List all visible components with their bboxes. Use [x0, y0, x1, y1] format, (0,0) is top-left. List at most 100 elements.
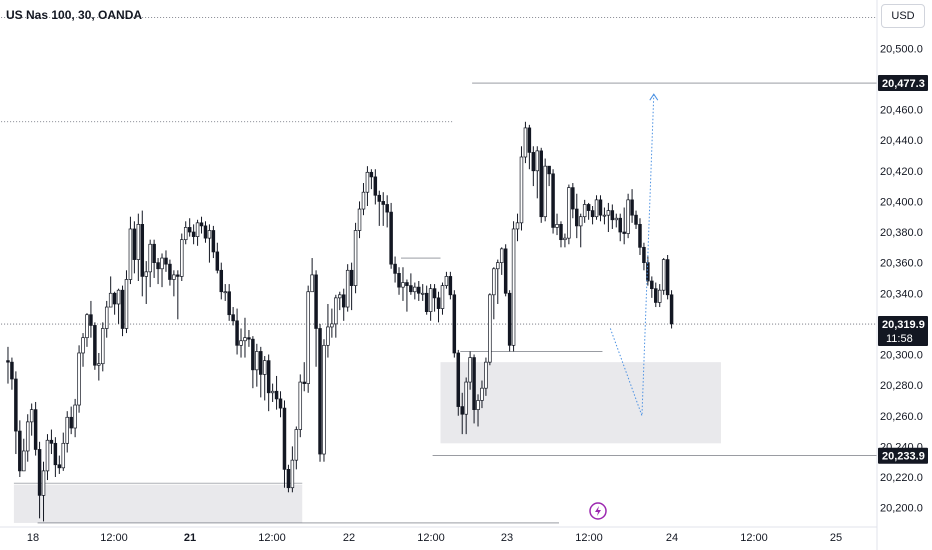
candle-body [594, 199, 599, 218]
candle [18, 420, 22, 478]
candle-body [152, 243, 156, 263]
candle-body [140, 224, 145, 277]
candle [274, 375, 279, 410]
candle-body [183, 227, 188, 241]
candle-body [511, 228, 516, 346]
candle-body [385, 204, 389, 213]
candle [409, 273, 413, 295]
candle-body [61, 442, 66, 469]
candle [657, 284, 662, 308]
candle-body [618, 217, 622, 233]
candle [195, 219, 200, 246]
candle [104, 300, 109, 338]
candle-body [531, 152, 536, 172]
candle [73, 398, 77, 438]
candle [401, 267, 405, 301]
candle-body [586, 204, 591, 211]
alert-layer[interactable] [589, 502, 607, 520]
candle [575, 193, 579, 239]
candle [61, 432, 66, 471]
candle [503, 244, 508, 297]
candle-body [41, 470, 46, 496]
price-label-text: 20,477.3 [882, 78, 925, 90]
candle-body [345, 269, 350, 308]
candle-body [164, 257, 168, 265]
candle [136, 213, 141, 282]
price-labels-layer: 20,477.3 20,319.9 11:58 20,233.9 [878, 75, 928, 464]
candle-body [409, 285, 413, 293]
y-tick-label: 20,440.0 [880, 135, 923, 147]
candle [266, 354, 271, 412]
candle-body [661, 259, 666, 291]
candle [310, 258, 314, 293]
candle [211, 225, 216, 259]
candle-body [523, 127, 528, 158]
candle-body [136, 224, 141, 260]
candle [314, 270, 318, 367]
candle-body [444, 276, 449, 286]
candle [306, 285, 310, 393]
candle-body [37, 449, 42, 496]
demand-zone [13, 484, 303, 523]
y-tick-label: 20,220.0 [880, 472, 923, 484]
candle-body [630, 199, 634, 216]
y-tick-label: 20,340.0 [880, 288, 923, 300]
candle-body [326, 326, 330, 346]
candle [45, 434, 50, 481]
candle [132, 221, 137, 274]
candle [318, 323, 322, 462]
candle [160, 253, 164, 288]
candle-body [361, 191, 366, 210]
candle [326, 303, 330, 358]
candle [492, 267, 496, 320]
x-tick-label: 12:00 [575, 532, 603, 544]
y-tick-label: 20,500.0 [880, 43, 923, 55]
candle-body [191, 231, 196, 237]
candle [6, 346, 10, 384]
currency-button[interactable]: USD [881, 4, 925, 28]
candle-body [642, 246, 646, 263]
candle [468, 351, 472, 390]
x-tick-label: 24 [666, 532, 678, 544]
candle-body [187, 227, 192, 233]
candle [594, 195, 599, 220]
candle [555, 213, 559, 236]
candle [567, 184, 571, 245]
symbol-title: US Nas 100, 30, OANDA [6, 8, 143, 22]
candle-body [590, 210, 595, 218]
levels-layer [0, 17, 877, 524]
candle-body [223, 291, 227, 294]
candle [108, 276, 113, 308]
candle-body [176, 274, 180, 277]
candle [262, 356, 267, 401]
candle [460, 392, 464, 435]
candle-body [507, 292, 512, 346]
candle-body [29, 409, 34, 423]
candle-body [108, 292, 113, 308]
candle-body [93, 325, 97, 366]
candle [598, 195, 603, 222]
candle-body [381, 201, 385, 205]
y-tick-label: 20,380.0 [880, 227, 923, 239]
candle [499, 247, 504, 275]
candle-body [555, 224, 559, 228]
candle-body [420, 292, 425, 295]
candle-body [310, 274, 314, 293]
candle-body [654, 288, 658, 303]
candle [393, 256, 397, 283]
candle [239, 328, 243, 358]
candle-body [369, 171, 374, 178]
candle [219, 262, 224, 300]
candle [547, 165, 551, 187]
y-tick-label: 20,260.0 [880, 411, 923, 423]
candle [290, 446, 295, 493]
price-label: 20,477.3 [878, 75, 928, 92]
candle-body [602, 214, 607, 217]
candle-body [334, 297, 338, 325]
candle-body [148, 243, 152, 273]
x-tick-label: 12:00 [417, 532, 445, 544]
candle [168, 259, 172, 286]
candle [527, 124, 532, 170]
candle [49, 429, 54, 455]
